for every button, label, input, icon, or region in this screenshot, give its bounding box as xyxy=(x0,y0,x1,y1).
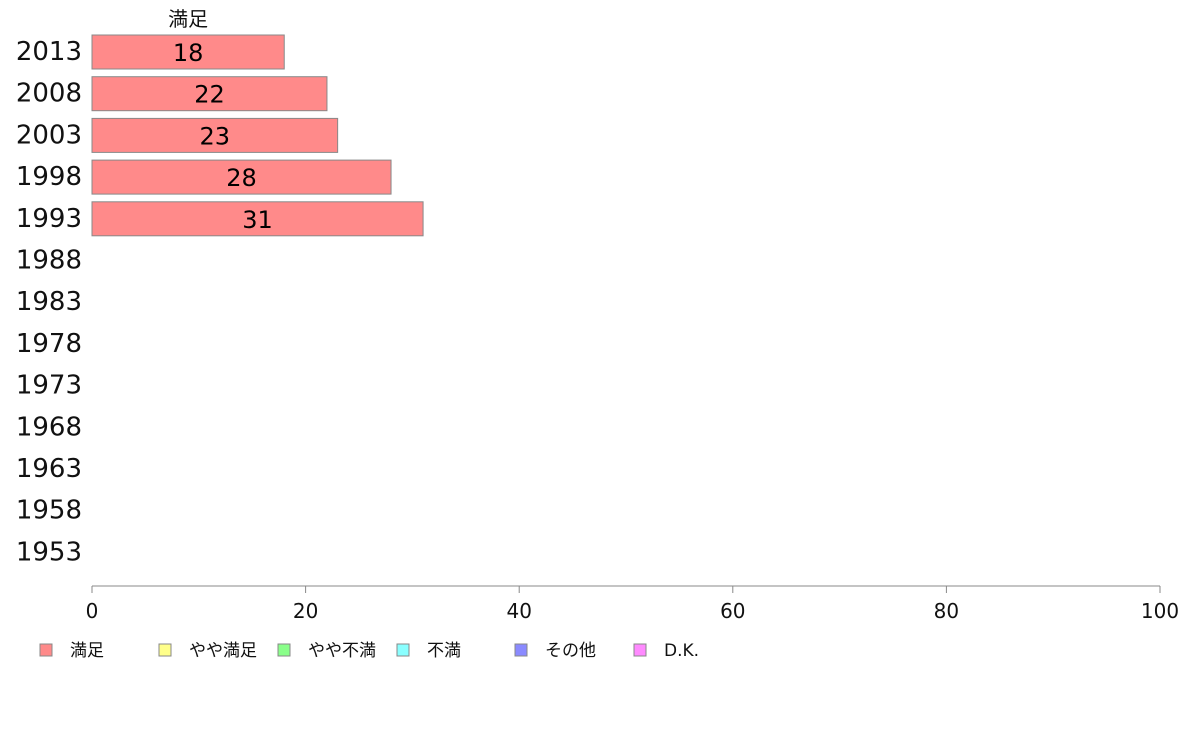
y-tick-label-1963: 1963 xyxy=(16,454,82,484)
bars: 18 22 23 28 31 xyxy=(91,34,424,237)
x-tick-label-100: 100 xyxy=(1141,599,1179,623)
legend-label-2: やや不満 xyxy=(308,641,376,661)
legend: 満足 やや満足 やや不満 不満 その他 D.K. xyxy=(39,641,699,661)
data-label-2003-series-0: 23 xyxy=(200,122,231,150)
y-tick-label-1983: 1983 xyxy=(16,287,82,317)
legend-label-3: 不満 xyxy=(427,641,461,661)
legend-swatch-2 xyxy=(277,643,291,657)
bar-1998-series-0 xyxy=(91,159,392,195)
y-tick-label-2003: 2003 xyxy=(16,120,82,150)
bar-2008-series-0 xyxy=(91,76,328,112)
y-tick-label-2013: 2013 xyxy=(16,37,82,67)
y-tick-label-2008: 2008 xyxy=(16,79,82,109)
y-tick-label-1993: 1993 xyxy=(16,204,82,234)
y-tick-label-1968: 1968 xyxy=(16,412,82,442)
x-axis: 0 20 40 60 80 100 xyxy=(86,585,1179,623)
series-title: 満足 xyxy=(168,7,208,31)
x-tick-label-0: 0 xyxy=(86,599,99,623)
bar-2013-series-0 xyxy=(91,34,285,70)
bar-1993-series-0 xyxy=(91,201,424,237)
y-tick-label-1958: 1958 xyxy=(16,496,82,526)
x-tick-label-20: 20 xyxy=(293,599,318,623)
bar-2003-series-0 xyxy=(91,117,339,153)
x-tick-label-60: 60 xyxy=(720,599,745,623)
y-tick-label-1988: 1988 xyxy=(16,246,82,276)
data-label-2013-series-0: 18 xyxy=(173,39,204,67)
data-label-1998-series-0: 28 xyxy=(226,164,257,192)
legend-swatch-4 xyxy=(514,643,528,657)
legend-swatch-0 xyxy=(39,643,53,657)
x-tick-label-40: 40 xyxy=(506,599,531,623)
legend-label-5: D.K. xyxy=(664,641,699,661)
data-label-2008-series-0: 22 xyxy=(194,81,225,109)
legend-label-4: その他 xyxy=(545,641,596,661)
legend-swatch-5 xyxy=(633,643,647,657)
legend-label-1: やや満足 xyxy=(189,641,257,661)
data-label-1993-series-0: 31 xyxy=(242,206,273,234)
legend-label-0: 満足 xyxy=(70,641,104,661)
y-axis-labels: 2013 2008 2003 1998 1993 1988 1983 1978 1973 1968… xyxy=(16,37,82,567)
y-tick-label-1953: 1953 xyxy=(16,537,82,567)
legend-swatch-3 xyxy=(396,643,410,657)
y-tick-label-1998: 1998 xyxy=(16,162,82,192)
y-tick-label-1978: 1978 xyxy=(16,329,82,359)
legend-swatch-1 xyxy=(158,643,172,657)
y-tick-label-1973: 1973 xyxy=(16,371,82,401)
x-tick-label-80: 80 xyxy=(934,599,959,623)
